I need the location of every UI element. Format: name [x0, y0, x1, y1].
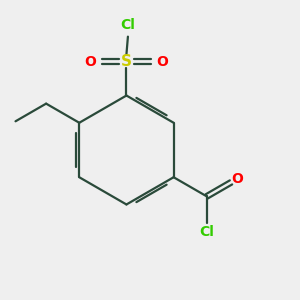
Text: O: O: [231, 172, 243, 186]
Text: S: S: [121, 54, 132, 69]
Text: Cl: Cl: [199, 225, 214, 239]
Text: O: O: [85, 55, 97, 69]
Text: O: O: [156, 55, 168, 69]
Text: Cl: Cl: [121, 18, 135, 32]
